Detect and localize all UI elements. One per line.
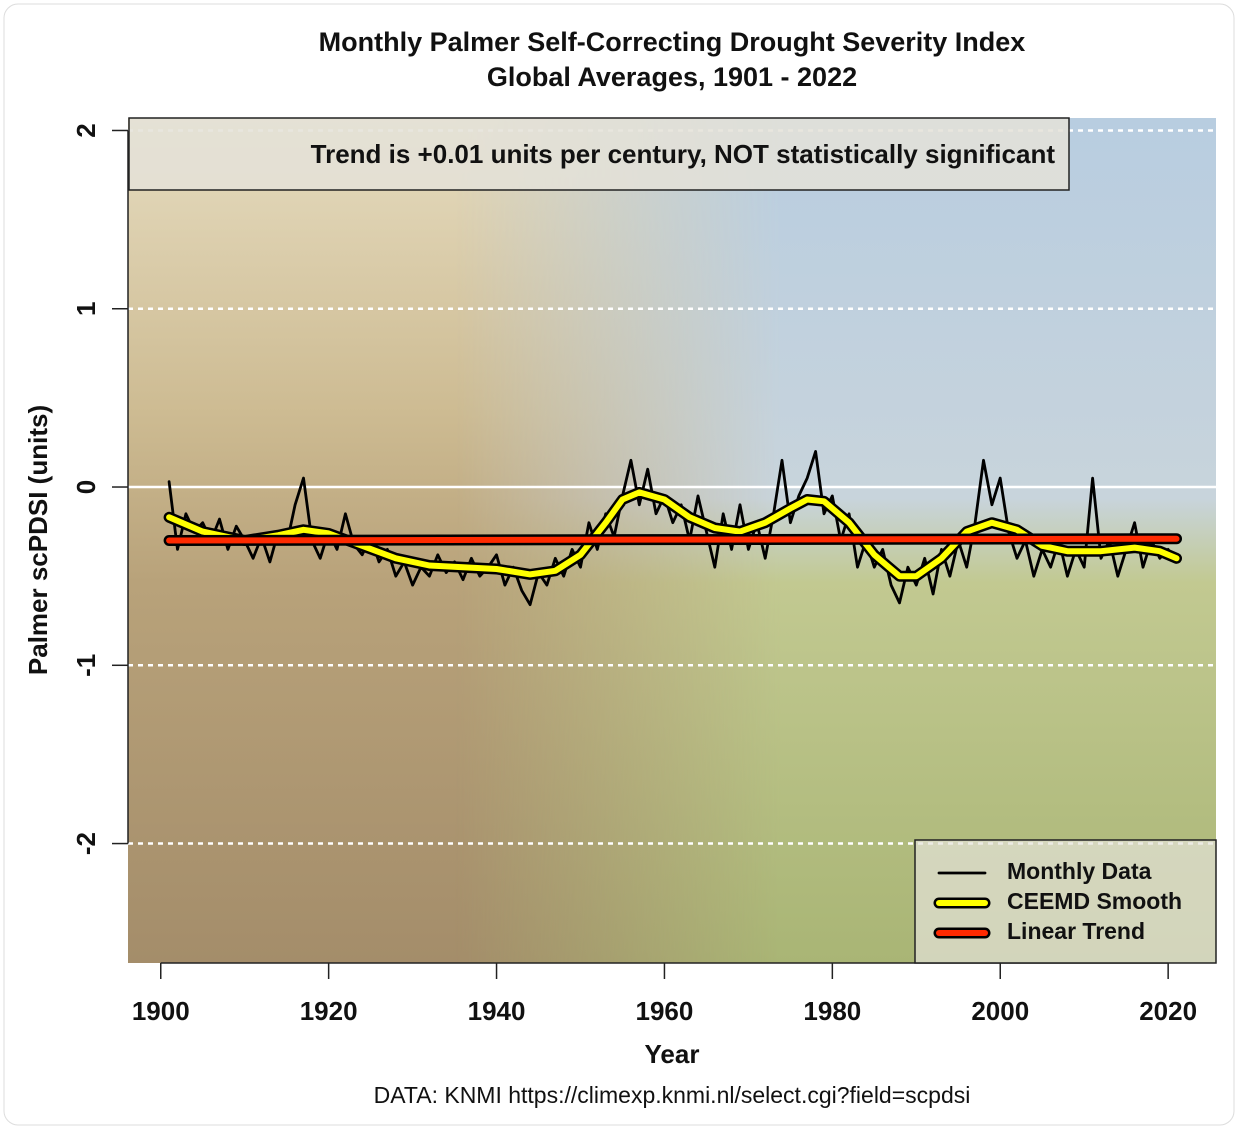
- chart-title: Monthly Palmer Self-Correcting Drought S…: [319, 27, 1026, 57]
- y-tick-label: 2: [71, 123, 101, 137]
- legend-label: CEEMD Smooth: [1007, 888, 1182, 914]
- x-tick-label: 1900: [132, 996, 190, 1026]
- x-tick-label: 2000: [971, 996, 1029, 1026]
- chart-subtitle: Global Averages, 1901 - 2022: [487, 62, 857, 92]
- legend-label: Monthly Data: [1007, 858, 1152, 884]
- legend-label: Linear Trend: [1007, 918, 1145, 944]
- y-axis-label: Palmer scPDSI (units): [23, 405, 53, 675]
- x-axis-label: Year: [645, 1039, 700, 1069]
- annotation: Trend is +0.01 units per century, NOT st…: [311, 139, 1056, 169]
- y-tick-label: 1: [71, 302, 101, 316]
- source-note: DATA: KNMI https://climexp.knmi.nl/selec…: [374, 1082, 971, 1108]
- x-tick-label: 1960: [636, 996, 694, 1026]
- page: Monthly Palmer Self-Correcting Drought S…: [0, 0, 1238, 1129]
- x-tick-label: 1920: [300, 996, 358, 1026]
- y-tick-label: -2: [71, 832, 101, 855]
- chart: Monthly Palmer Self-Correcting Drought S…: [0, 0, 1238, 1129]
- y-tick-label: 0: [71, 480, 101, 494]
- x-tick-label: 1940: [468, 996, 526, 1026]
- y-tick-label: -1: [71, 654, 101, 677]
- x-tick-label: 1980: [803, 996, 861, 1026]
- series-line: [169, 539, 1176, 541]
- x-tick-label: 2020: [1139, 996, 1197, 1026]
